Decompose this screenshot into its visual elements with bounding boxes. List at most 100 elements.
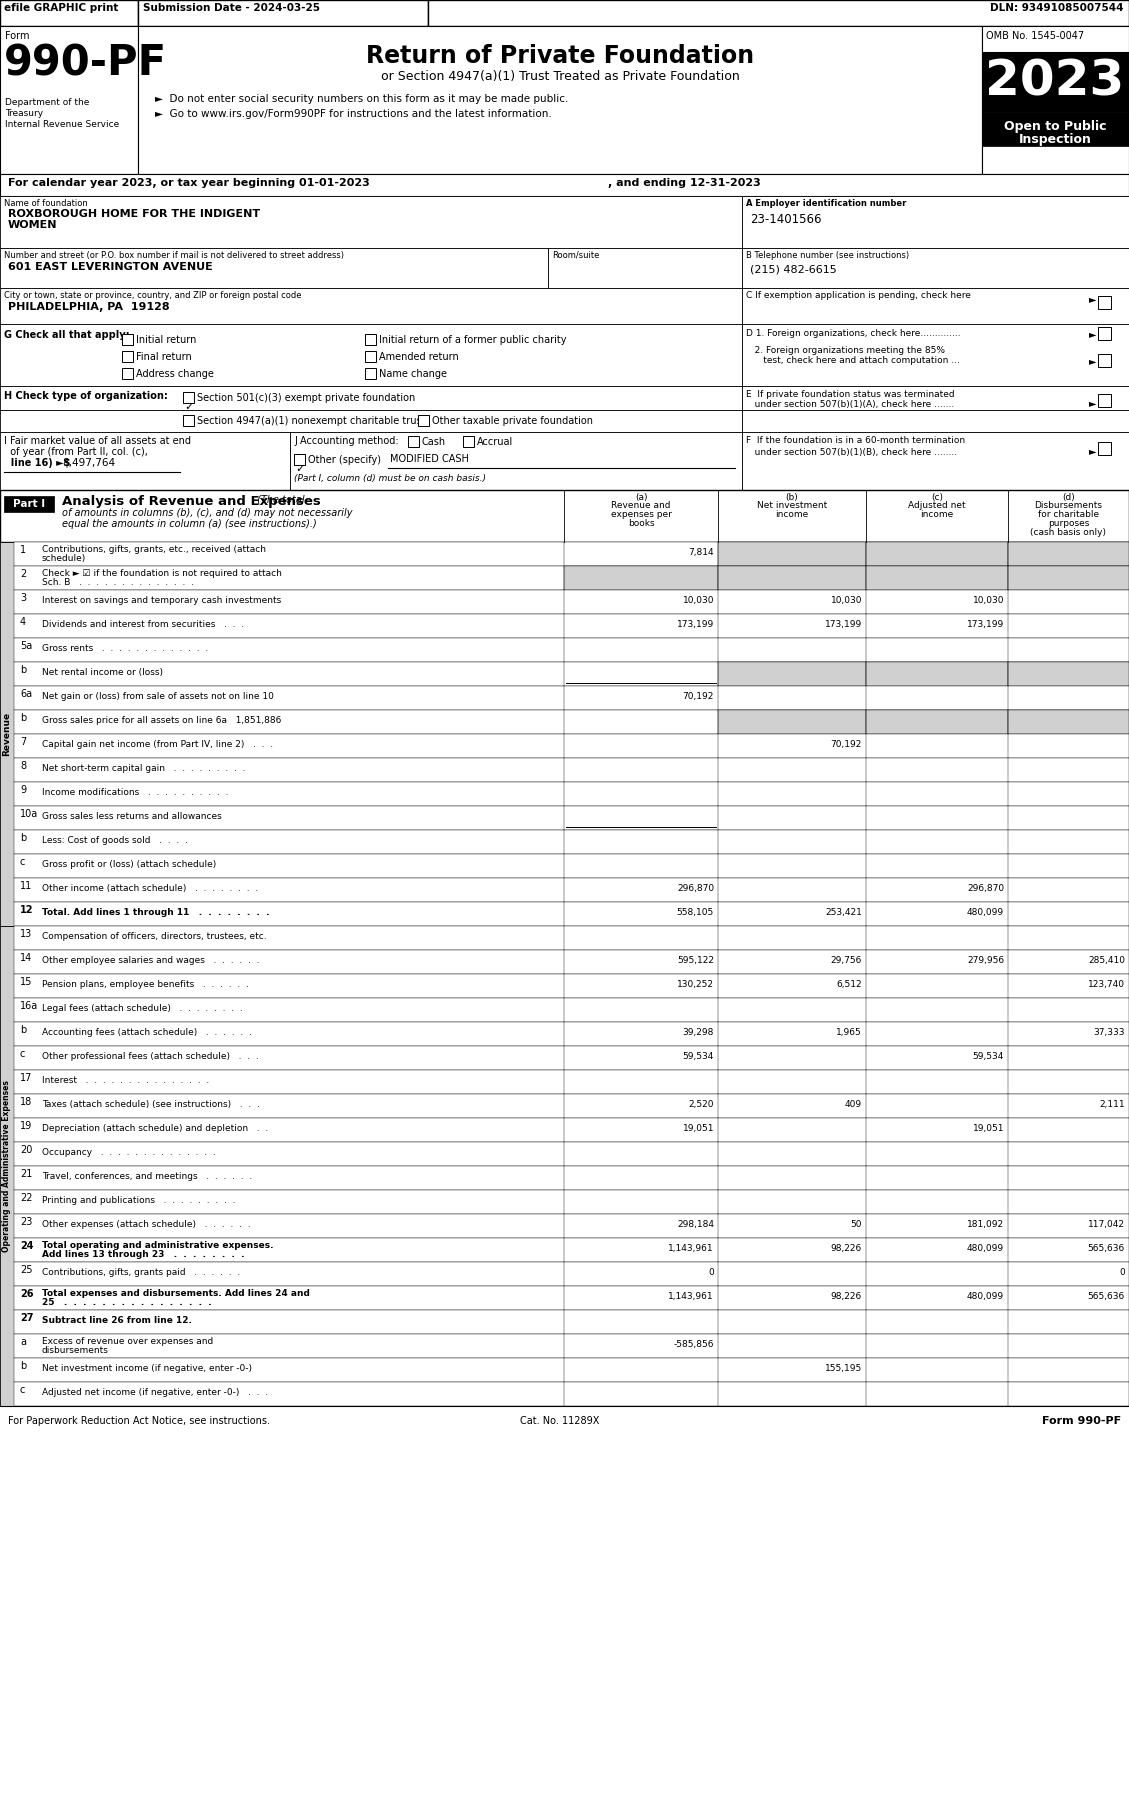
Bar — [0, 432, 290, 491]
Bar — [0, 0, 138, 25]
Text: 27: 27 — [20, 1313, 34, 1323]
Bar — [14, 877, 1129, 903]
Bar — [290, 432, 742, 491]
Bar — [14, 662, 1129, 687]
Text: Room/suite: Room/suite — [552, 252, 599, 261]
Text: 2023: 2023 — [986, 58, 1124, 106]
Bar — [14, 806, 1129, 831]
Text: 558,105: 558,105 — [676, 908, 714, 917]
Bar — [14, 1357, 1129, 1383]
Text: (d): (d) — [1062, 493, 1075, 502]
Text: Revenue: Revenue — [2, 712, 11, 757]
Text: 601 EAST LEVERINGTON AVENUE: 601 EAST LEVERINGTON AVENUE — [8, 263, 212, 271]
Text: 990-PF: 990-PF — [5, 41, 167, 85]
Text: 2,520: 2,520 — [689, 1100, 714, 1109]
Text: D 1. Foreign organizations, check here..............: D 1. Foreign organizations, check here..… — [746, 329, 961, 338]
Bar — [0, 288, 742, 324]
Text: 17: 17 — [20, 1073, 33, 1082]
Text: For calendar year 2023, or tax year beginning 01-01-2023: For calendar year 2023, or tax year begi… — [8, 178, 370, 189]
Text: Taxes (attach schedule) (see instructions)   .  .  .: Taxes (attach schedule) (see instruction… — [42, 1100, 260, 1109]
Bar — [14, 903, 1129, 926]
Bar — [365, 334, 376, 345]
Bar — [14, 710, 1129, 734]
Text: 6a: 6a — [20, 689, 32, 699]
Text: 595,122: 595,122 — [677, 957, 714, 966]
Text: City or town, state or province, country, and ZIP or foreign postal code: City or town, state or province, country… — [5, 291, 301, 300]
Bar — [564, 566, 718, 590]
Text: Cash: Cash — [422, 437, 446, 448]
Bar — [122, 334, 133, 345]
Text: 155,195: 155,195 — [825, 1365, 863, 1374]
Text: Income modifications   .  .  .  .  .  .  .  .  .  .: Income modifications . . . . . . . . . . — [42, 788, 228, 797]
Text: 0: 0 — [708, 1268, 714, 1277]
Text: schedule): schedule) — [42, 554, 86, 563]
Bar — [982, 111, 1129, 146]
Text: ►: ► — [1089, 397, 1096, 408]
Text: equal the amounts in column (a) (see instructions).): equal the amounts in column (a) (see ins… — [62, 520, 317, 529]
Text: ►: ► — [1089, 446, 1096, 457]
Bar — [14, 1286, 1129, 1311]
Text: 285,410: 285,410 — [1088, 957, 1124, 966]
Bar — [14, 831, 1129, 854]
Bar — [14, 687, 1129, 710]
Text: Adjusted net: Adjusted net — [908, 502, 965, 511]
Text: 19,051: 19,051 — [972, 1124, 1004, 1133]
Text: DLN: 93491085007544: DLN: 93491085007544 — [990, 4, 1124, 13]
Bar — [1099, 442, 1111, 455]
Text: Contributions, gifts, grants paid   .  .  .  .  .  .: Contributions, gifts, grants paid . . . … — [42, 1268, 240, 1277]
Text: 8,497,764: 8,497,764 — [62, 458, 115, 467]
Text: c: c — [20, 858, 25, 867]
Text: 18: 18 — [20, 1097, 33, 1108]
Text: Gross rents   .  .  .  .  .  .  .  .  .  .  .  .  .: Gross rents . . . . . . . . . . . . . — [42, 644, 208, 653]
Text: 480,099: 480,099 — [966, 1244, 1004, 1253]
Text: 12: 12 — [20, 904, 34, 915]
Text: b: b — [20, 832, 26, 843]
Text: WOMEN: WOMEN — [8, 219, 58, 230]
Text: 19: 19 — [20, 1120, 33, 1131]
Text: Form: Form — [5, 31, 29, 41]
Text: 298,184: 298,184 — [677, 1221, 714, 1230]
Text: Other expenses (attach schedule)   .  .  .  .  .  .: Other expenses (attach schedule) . . . .… — [42, 1221, 251, 1230]
Text: Gross sales less returns and allowances: Gross sales less returns and allowances — [42, 813, 221, 822]
Text: Gross profit or (loss) (attach schedule): Gross profit or (loss) (attach schedule) — [42, 859, 217, 868]
Text: A Employer identification number: A Employer identification number — [746, 200, 907, 209]
Bar — [14, 1070, 1129, 1093]
Text: 1: 1 — [20, 545, 26, 556]
Bar — [122, 369, 133, 379]
Text: For Paperwork Reduction Act Notice, see instructions.: For Paperwork Reduction Act Notice, see … — [8, 1417, 270, 1426]
Text: 10,030: 10,030 — [972, 595, 1004, 604]
Bar — [866, 541, 1008, 566]
Text: a: a — [20, 1338, 26, 1347]
Text: line 16) ►$: line 16) ►$ — [5, 458, 73, 467]
Text: 3: 3 — [20, 593, 26, 602]
Text: Total expenses and disbursements. Add lines 24 and: Total expenses and disbursements. Add li… — [42, 1289, 309, 1298]
Text: PHILADELPHIA, PA  19128: PHILADELPHIA, PA 19128 — [8, 302, 169, 313]
Text: Part I: Part I — [12, 500, 45, 509]
Text: 70,192: 70,192 — [683, 692, 714, 701]
Text: b: b — [20, 1361, 26, 1372]
Text: 22: 22 — [20, 1194, 33, 1203]
Text: Address change: Address change — [135, 369, 213, 379]
Text: MODIFIED CASH: MODIFIED CASH — [390, 455, 469, 464]
Text: Name of foundation: Name of foundation — [5, 200, 88, 209]
Bar — [14, 949, 1129, 975]
Bar — [0, 25, 138, 174]
Bar — [1099, 327, 1111, 340]
Text: Total. Add lines 1 through 11   .  .  .  .  .  .  .  .: Total. Add lines 1 through 11 . . . . . … — [42, 908, 270, 917]
Text: Interest   .  .  .  .  .  .  .  .  .  .  .  .  .  .  .: Interest . . . . . . . . . . . . . . . — [42, 1075, 209, 1084]
Text: Net gain or (loss) from sale of assets not on line 10: Net gain or (loss) from sale of assets n… — [42, 692, 274, 701]
Text: 16a: 16a — [20, 1001, 38, 1010]
Bar — [1008, 662, 1129, 687]
Bar — [14, 734, 1129, 759]
Text: 20: 20 — [20, 1145, 33, 1154]
Text: Subtract line 26 from line 12.: Subtract line 26 from line 12. — [42, 1316, 192, 1325]
Text: Pension plans, employee benefits   .  .  .  .  .  .: Pension plans, employee benefits . . . .… — [42, 980, 248, 989]
Text: Disbursements: Disbursements — [1034, 502, 1103, 511]
Text: 6,512: 6,512 — [837, 980, 863, 989]
Bar — [1099, 394, 1111, 406]
Bar — [14, 759, 1129, 782]
Text: ►: ► — [1089, 295, 1096, 304]
Bar — [14, 975, 1129, 998]
Text: Other professional fees (attach schedule)   .  .  .: Other professional fees (attach schedule… — [42, 1052, 259, 1061]
Bar — [718, 566, 866, 590]
